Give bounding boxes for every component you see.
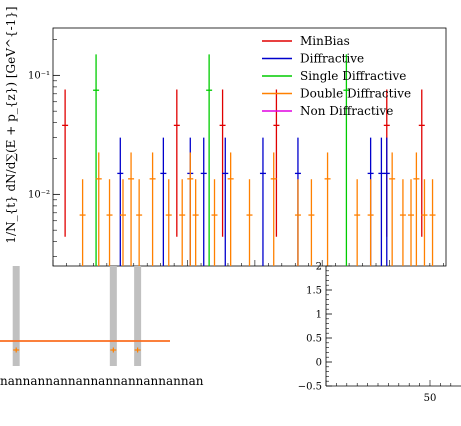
empty-y-tick-label: 1 bbox=[316, 310, 322, 321]
empty-x-ticks: 50 bbox=[325, 380, 452, 404]
empty-y-tick-label: 0.5 bbox=[306, 334, 322, 345]
ratio-band bbox=[109, 266, 117, 366]
empty-y-tick-label: 1.5 bbox=[306, 286, 322, 297]
main-data-marks bbox=[62, 54, 436, 266]
ratio-bands bbox=[12, 266, 142, 366]
empty-plot-panel: −0.5 0 0.5 1 1.5 2 50 bbox=[298, 262, 461, 404]
ratio-plot-panel: nannannannannannannannannan bbox=[0, 266, 204, 388]
legend-label: Diffractive bbox=[300, 52, 364, 66]
main-y-ticks: 10⁻¹ 10⁻² bbox=[28, 39, 60, 257]
y-axis-title: 1/N_{t} dN/d∑(E + p_{z}) [GeV^{-1}] bbox=[4, 6, 18, 243]
y-tick-label: 10⁻¹ bbox=[28, 70, 50, 81]
ratio-band bbox=[12, 266, 20, 366]
legend-label: Double Diffractive bbox=[300, 87, 411, 101]
empty-y-tick-label: 2 bbox=[316, 262, 322, 273]
main-plot-panel: 10⁻¹ 10⁻² 1/N_{t} dN/d∑(E + p_{z}) [GeV^{… bbox=[4, 6, 447, 267]
ratio-band bbox=[134, 266, 142, 366]
ratio-markers bbox=[13, 347, 141, 353]
empty-y-tick-label: −0.5 bbox=[298, 382, 322, 393]
y-tick-label: 10⁻² bbox=[28, 189, 50, 200]
empty-y-tick-label: 0 bbox=[316, 358, 322, 369]
legend-label: Single Diffractive bbox=[300, 69, 406, 83]
ratio-x-tick-labels: nannannannannannannannannan bbox=[0, 374, 204, 388]
empty-x-tick-label: 50 bbox=[424, 393, 437, 404]
legend-label: Non Diffractive bbox=[300, 104, 393, 118]
legend-label: MinBias bbox=[300, 34, 350, 48]
empty-y-ticks: −0.5 0 0.5 1 1.5 2 bbox=[298, 262, 332, 393]
legend: MinBias Diffractive Single Diffractive Doub… bbox=[262, 34, 411, 118]
